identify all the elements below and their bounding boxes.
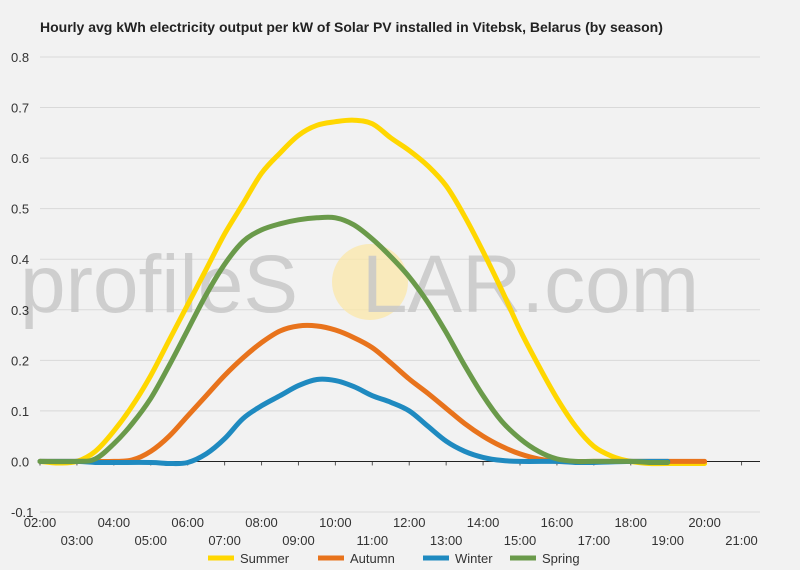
y-tick-label: 0.5 bbox=[11, 202, 29, 217]
y-tick-label: 0.8 bbox=[11, 50, 29, 65]
x-tick-label: 05:00 bbox=[134, 533, 167, 548]
x-tick-label: 08:00 bbox=[245, 515, 278, 530]
legend-label-spring: Spring bbox=[542, 551, 580, 566]
y-tick-label: 0.6 bbox=[11, 151, 29, 166]
grid-lines bbox=[39, 56, 760, 513]
y-tick-label: 0.4 bbox=[11, 252, 29, 267]
watermark-sun-circle bbox=[332, 244, 408, 320]
series-lines bbox=[37, 117, 708, 467]
x-tick-label: 13:00 bbox=[430, 533, 463, 548]
chart-title: Hourly avg kWh electricity output per kW… bbox=[40, 19, 663, 35]
x-tick-label: 18:00 bbox=[614, 515, 647, 530]
x-tick-label: 21:00 bbox=[725, 533, 758, 548]
y-tick-label: 0.0 bbox=[11, 454, 29, 469]
y-tick-label: -0.1 bbox=[11, 505, 33, 520]
legend-label-autumn: Autumn bbox=[350, 551, 395, 566]
x-tick-label: 06:00 bbox=[171, 515, 204, 530]
y-tick-label: 0.1 bbox=[11, 404, 29, 419]
x-tick-label: 14:00 bbox=[467, 515, 500, 530]
x-tick-label: 02:00 bbox=[24, 515, 57, 530]
x-tick-label: 20:00 bbox=[688, 515, 721, 530]
legend: Summer Autumn Winter Spring bbox=[208, 551, 580, 566]
watermark: profileSOLAR.com bbox=[20, 239, 699, 330]
x-tick-label: 17:00 bbox=[578, 533, 611, 548]
x-tick-label: 19:00 bbox=[651, 533, 684, 548]
series-line-winter bbox=[37, 376, 671, 467]
watermark-left: profileS bbox=[20, 239, 298, 330]
legend-label-summer: Summer bbox=[240, 551, 290, 566]
x-tick-label: 03:00 bbox=[61, 533, 94, 548]
x-tick-label: 04:00 bbox=[98, 515, 131, 530]
series-line-spring bbox=[37, 214, 671, 466]
y-axis-ticks: -0.1 0.0 0.1 0.2 0.3 0.4 0.5 0.6 0.7 0.8 bbox=[11, 50, 33, 520]
legend-label-winter: Winter bbox=[455, 551, 493, 566]
y-tick-label: 0.3 bbox=[11, 303, 29, 318]
x-tick-label: 15:00 bbox=[504, 533, 537, 548]
x-tick-label: 10:00 bbox=[319, 515, 352, 530]
x-tick-label: 09:00 bbox=[282, 533, 315, 548]
series-line-summer bbox=[37, 117, 708, 467]
y-tick-label: 0.7 bbox=[11, 101, 29, 116]
x-tick-label: 07:00 bbox=[208, 533, 241, 548]
series-line-autumn bbox=[37, 322, 708, 465]
x-tick-label: 16:00 bbox=[541, 515, 574, 530]
x-tick-label: 11:00 bbox=[357, 533, 389, 548]
x-tick-label: 12:00 bbox=[393, 515, 426, 530]
y-tick-label: 0.2 bbox=[11, 353, 29, 368]
